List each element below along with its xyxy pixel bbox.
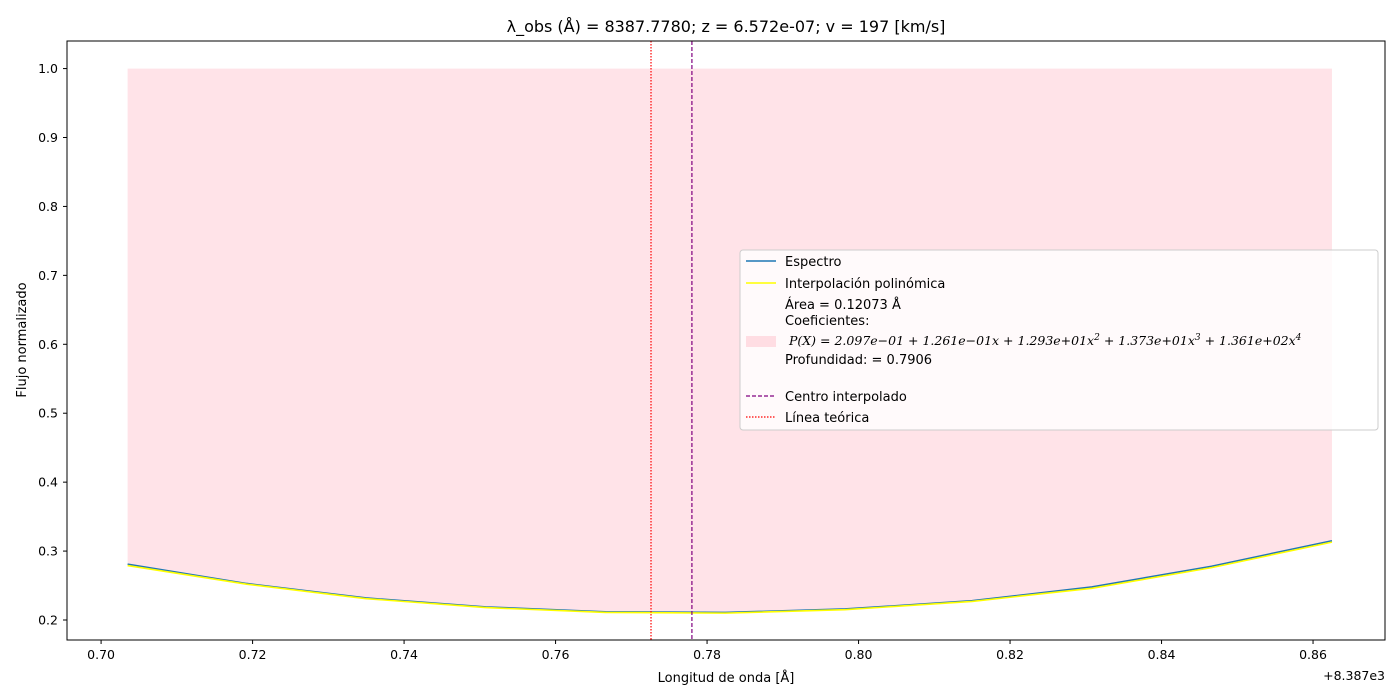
poly-term-3: + 1.361e+02x: [1201, 333, 1296, 348]
x-tick-label: 0.70: [87, 647, 115, 662]
legend-label-area: Área = 0.12073 Å: [785, 297, 901, 313]
poly-term-2: + 1.373e+01x: [1100, 333, 1195, 348]
y-tick-label: 0.2: [38, 613, 58, 628]
legend-label-espectro: Espectro: [785, 255, 842, 270]
x-axis-label: Longitud de onda [Å]: [658, 670, 795, 686]
legend-label-teorica: Línea teórica: [785, 411, 869, 426]
x-tick-label: 0.78: [693, 647, 721, 662]
y-tick-label: 0.7: [38, 268, 58, 283]
series-line-interpolacion: [127, 541, 1333, 614]
y-tick-label: 0.3: [38, 544, 58, 559]
x-tick-label: 0.72: [239, 647, 267, 662]
poly-exp-2: 2: [1093, 333, 1100, 343]
y-tick-label: 0.6: [38, 337, 58, 352]
legend: Espectro Interpolación polinómica Área =…: [739, 249, 1379, 431]
y-tick-label: 0.5: [38, 406, 58, 421]
x-tick-label: 0.84: [1148, 647, 1176, 662]
chart-title: λ_obs (Å) = 8387.7780; z = 6.572e-07; v …: [507, 17, 946, 37]
y-tick-label: 0.8: [38, 199, 58, 214]
poly-exp-3: 3: [1195, 333, 1201, 343]
x-tick-label: 0.74: [390, 647, 418, 662]
axes: 0.70 0.72 0.74 0.76 0.78 0.80 0.82 0.84 0.860.20…: [38, 40, 1386, 662]
legend-label-interpolacion: Interpolación polinómica: [785, 277, 945, 292]
x-tick-label: 0.80: [845, 647, 873, 662]
legend-label-polynomial: P(X) = 2.097e−01 + 1.261e−01x + 1.293e+0…: [788, 333, 1302, 348]
legend-swatch-fill: [746, 336, 776, 347]
legend-label-depth: Profundidad: = 0.7906: [785, 353, 932, 368]
y-tick-label: 1.0: [38, 61, 58, 76]
x-tick-label: 0.82: [996, 647, 1024, 662]
plot-area: [127, 41, 1333, 640]
x-tick-label: 0.76: [542, 647, 570, 662]
x-offset-label: +8.387e3: [1323, 668, 1385, 683]
axes-frame: [66, 40, 1386, 641]
y-tick-label: 0.4: [38, 475, 58, 490]
legend-label-coef-heading: Coeficientes:: [785, 314, 869, 329]
filled-area: [127, 68, 1332, 613]
y-axis-label: Flujo normalizado: [15, 282, 30, 397]
poly-term-1: P(X) = 2.097e−01 + 1.261e−01x + 1.293e+0…: [788, 333, 1094, 348]
poly-exp-4: 4: [1295, 333, 1302, 343]
x-tick-label: 0.86: [1299, 647, 1327, 662]
legend-label-centro: Centro interpolado: [785, 390, 907, 405]
legend-box: [739, 249, 1379, 431]
y-tick-label: 0.9: [38, 130, 58, 145]
